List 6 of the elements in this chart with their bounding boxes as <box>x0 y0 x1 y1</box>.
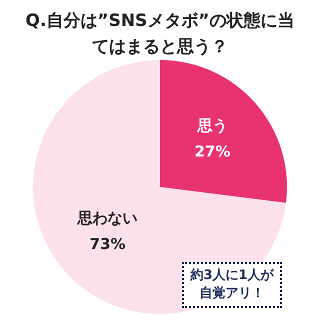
data-label: 73% <box>90 235 126 254</box>
slice-label: 思う <box>196 116 228 135</box>
slice-label: 思わない <box>76 209 138 228</box>
chart-title: Q.自分は”SNSメタボ”の状態に当てはまると思う？ <box>24 10 296 59</box>
data-label: 27% <box>194 142 230 161</box>
text: 約3人に1人が自覚アリ！ <box>182 262 282 308</box>
